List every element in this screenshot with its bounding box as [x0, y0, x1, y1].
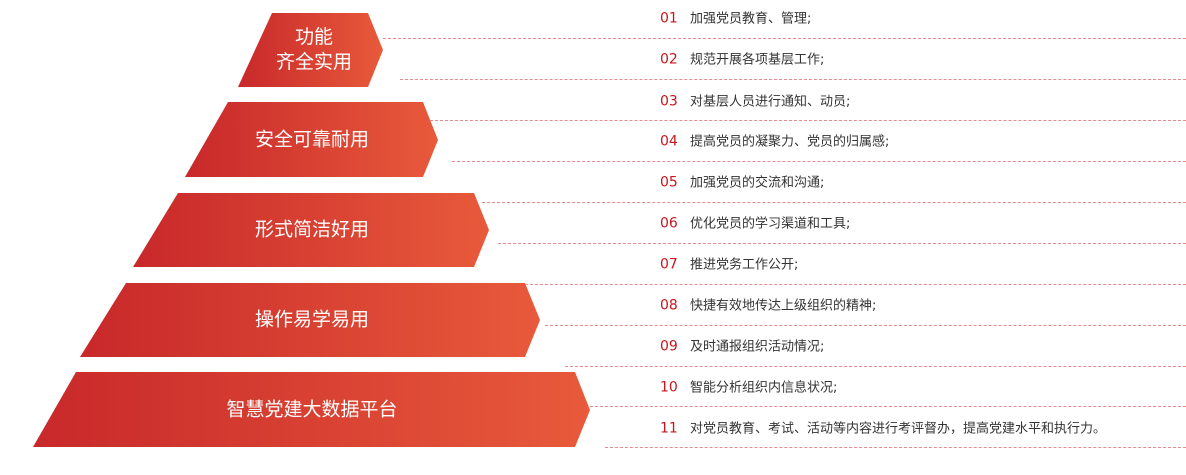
pyramid-level-3: [133, 193, 489, 267]
item-number: 09: [660, 338, 678, 355]
dashed-divider: [525, 284, 1186, 285]
item-number: 01: [660, 10, 678, 27]
label-line: 功能: [294, 26, 334, 48]
item-text: 智能分析组织内信息状况;: [690, 380, 838, 396]
list-item: 09 及时通报组织活动情况;: [660, 336, 824, 355]
item-text: 推进党务工作公开;: [690, 257, 799, 273]
dashed-divider: [498, 243, 1186, 244]
item-text: 优化党员的学习渠道和工具;: [690, 216, 851, 232]
dashed-divider: [452, 161, 1186, 162]
pyramid-label-1: 功能 齐全实用: [276, 25, 352, 75]
item-text: 加强党员的交流和沟通;: [690, 175, 825, 191]
label-line: 齐全实用: [275, 51, 353, 73]
item-text: 对党员教育、考试、活动等内容进行考评督办，提高党建水平和执行力。: [690, 421, 1107, 437]
list-item: 10 智能分析组织内信息状况;: [660, 377, 837, 396]
item-text: 对基层人员进行通知、动员;: [690, 94, 851, 110]
item-number: 08: [660, 297, 678, 314]
dashed-divider: [565, 366, 1186, 367]
item-number: 04: [660, 133, 678, 150]
dashed-divider: [545, 325, 1186, 326]
list-item: 11 对党员教育、考试、活动等内容进行考评督办，提高党建水平和执行力。: [660, 418, 1106, 437]
item-number: 07: [660, 256, 678, 273]
item-text: 规范开展各项基层工作;: [690, 52, 825, 68]
dashed-divider: [430, 120, 1186, 121]
list-item: 04 提高党员的凝聚力、党员的归属感;: [660, 131, 889, 150]
dashed-divider: [605, 447, 1186, 448]
list-item: 07 推进党务工作公开;: [660, 254, 798, 273]
item-number: 10: [660, 379, 678, 396]
item-text: 加强党员教育、管理;: [690, 11, 812, 27]
item-number: 03: [660, 93, 678, 110]
item-text: 提高党员的凝聚力、党员的归属感;: [690, 134, 890, 150]
list-item: 06 优化党员的学习渠道和工具;: [660, 213, 850, 232]
list-item: 02 规范开展各项基层工作;: [660, 49, 824, 68]
dashed-divider: [590, 406, 1186, 407]
pyramid-label-3: 形式简洁好用: [254, 218, 370, 241]
pyramid-label-4: 操作易学易用: [254, 308, 370, 331]
pyramid-label-2: 安全可靠耐用: [254, 128, 370, 151]
pyramid-level-1: [238, 13, 383, 87]
item-number: 05: [660, 174, 678, 191]
item-number: 11: [660, 420, 678, 437]
dashed-divider: [383, 38, 1186, 39]
list-item: 08 快捷有效地传达上级组织的精神;: [660, 295, 876, 314]
item-text: 快捷有效地传达上级组织的精神;: [690, 298, 877, 314]
item-number: 02: [660, 51, 678, 68]
item-text: 及时通报组织活动情况;: [690, 339, 825, 355]
dashed-divider: [400, 79, 1186, 80]
list-item: 05 加强党员的交流和沟通;: [660, 172, 824, 191]
pyramid-level-2: [185, 102, 438, 177]
dashed-divider: [482, 202, 1186, 203]
pyramid-level-5: [33, 372, 590, 447]
pyramid-label-5: 智慧党建大数据平台: [226, 398, 398, 421]
pyramid-level-4: [80, 283, 540, 357]
item-number: 06: [660, 215, 678, 232]
list-item: 01 加强党员教育、管理;: [660, 8, 811, 27]
list-item: 03 对基层人员进行通知、动员;: [660, 91, 850, 110]
